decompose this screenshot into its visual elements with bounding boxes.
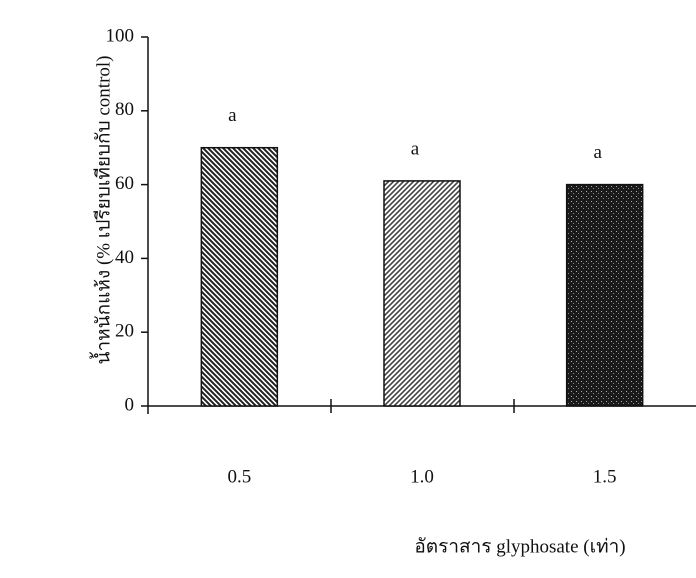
significance-label: a [228, 105, 237, 126]
y-tick-label: 60 [115, 173, 134, 194]
y-tick-label: 100 [106, 25, 135, 46]
bar [200, 146, 279, 407]
x-tick-label: 0.5 [227, 466, 251, 487]
y-tick-label: 80 [115, 99, 134, 120]
x-tick-label: 1.5 [593, 466, 617, 487]
y-tick-label: 20 [115, 321, 134, 342]
y-tick-label: 0 [125, 394, 135, 415]
bar [565, 183, 644, 407]
bar [383, 180, 461, 407]
significance-label: a [411, 138, 420, 159]
y-tick-label: 40 [115, 247, 134, 268]
significance-label: a [593, 142, 602, 163]
x-axis-label: อัตราสาร glyphosate (เท่า) [414, 536, 625, 557]
x-tick-label: 1.0 [410, 466, 434, 487]
y-axis-label: น้ำหนักแห้ง (% เปรียบเทียบกับ control) [89, 55, 114, 364]
